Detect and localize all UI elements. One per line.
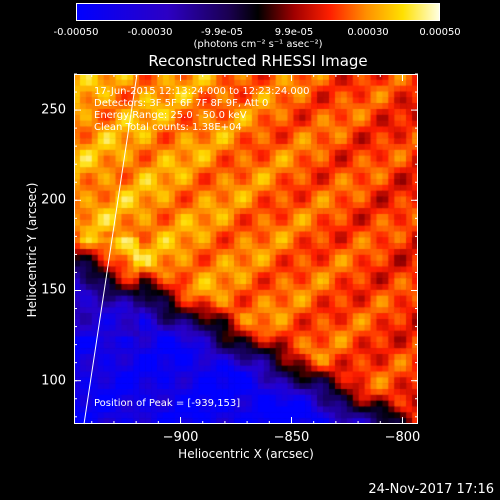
y-tick-label: 200 (41, 192, 66, 208)
plot-area: 17-Jun-2015 12:13:24.000 to 12:23:24.000… (74, 74, 418, 424)
annotation-energy-range: Energy Range: 25.0 - 50.0 keV (94, 110, 247, 121)
x-axis-label: Heliocentric X (arcsec) (178, 447, 314, 461)
annotation-time-range: 17-Jun-2015 12:13:24.000 to 12:23:24.000 (94, 86, 310, 97)
y-tick-label: 150 (41, 282, 66, 298)
colorbar-tick-label: -9.9e-05 (201, 27, 243, 38)
colorbar-unit-label: (photons cm⁻² s⁻¹ asec⁻²) (193, 39, 323, 50)
chart-title: Reconstructed RHESSI Image (148, 52, 368, 70)
colorbar-tick-label: 0.00030 (347, 27, 389, 38)
colorbar-tick-label: -0.00050 (53, 27, 99, 38)
colorbar-tick-label: -0.00030 (127, 27, 173, 38)
peak-position-label: Position of Peak = [-939,153] (94, 398, 241, 409)
colorbar-tick-label: 0.00050 (419, 27, 461, 38)
colorbar-tick-label: 9.9e-05 (274, 27, 314, 38)
y-tick-label: 250 (41, 102, 66, 118)
colorbar (76, 3, 440, 21)
colorbar-gradient (77, 4, 439, 20)
annotation-detectors: Detectors: 3F 5F 6F 7F 8F 9F, Att 0 (94, 98, 269, 109)
footer-date: 24-Nov-2017 17:16 (368, 482, 494, 497)
y-tick-label: 100 (41, 373, 66, 389)
annotation-counts: Clean Total counts: 1.38E+04 (94, 122, 242, 133)
x-tick-label: −850 (273, 430, 310, 445)
x-tick-label: −900 (162, 430, 199, 445)
y-axis-label: Heliocentric Y (arcsec) (25, 182, 39, 318)
x-tick-label: −800 (384, 430, 421, 445)
